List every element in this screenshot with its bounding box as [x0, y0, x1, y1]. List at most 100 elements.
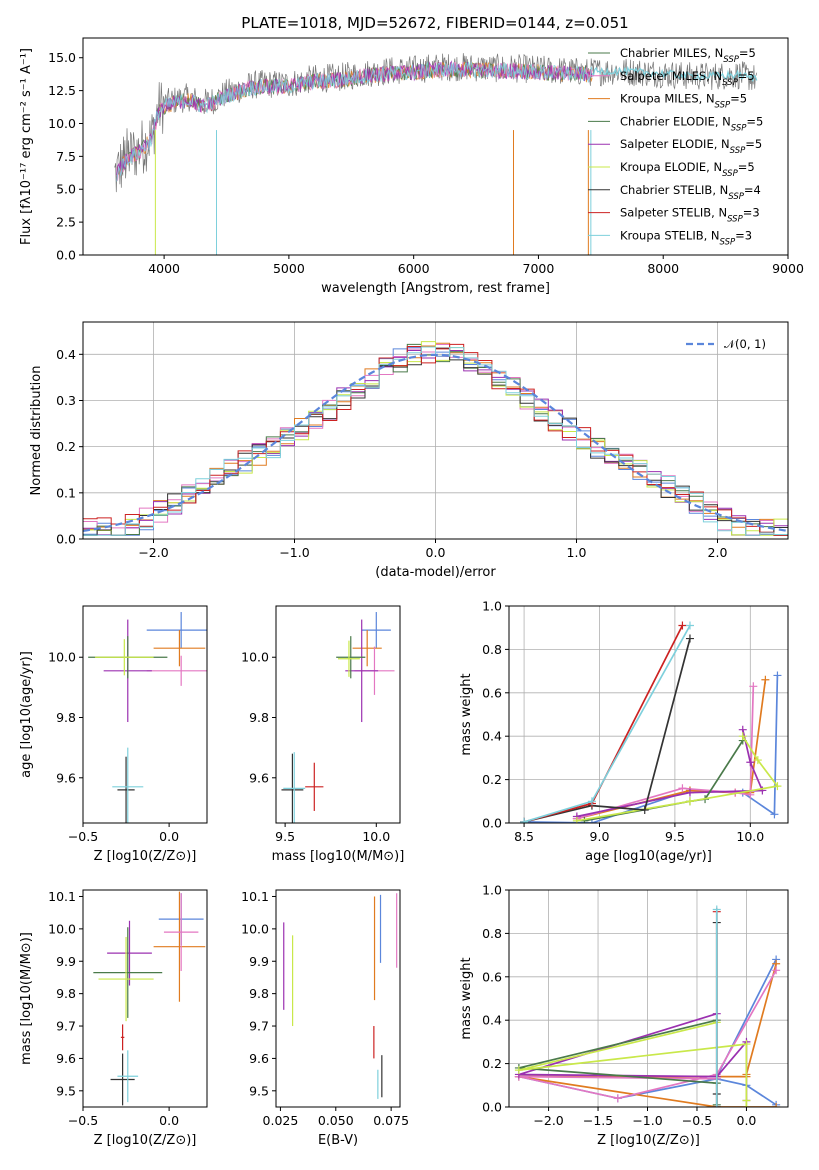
- plot-area: [93, 891, 206, 1106]
- panel-age_vs_mass: 9.5 10.0 9.6 9.8 10.0 mass [log10(M/M⊙)]: [241, 605, 404, 864]
- x-tick-label: 0.025: [263, 1113, 299, 1128]
- y-tick-label: 2.5: [56, 215, 76, 230]
- mass-weight-marker: [749, 682, 758, 691]
- mass-weight-line: [584, 740, 744, 822]
- legend-subscript: SSP: [722, 169, 738, 179]
- plot-area: [88, 612, 207, 823]
- legend-label: 𝒩(0, 1): [724, 337, 766, 351]
- legend-value: =5: [746, 114, 763, 128]
- y-tick-label: 0.0: [56, 532, 76, 547]
- y-tick-label: 9.7: [56, 1019, 76, 1034]
- x-tick-label: 9.5: [665, 829, 685, 844]
- x-tick-label: 4000: [148, 261, 180, 276]
- y-axis-label: Normed distribution: [29, 366, 44, 496]
- ticks: −2.0 −1.0 0.0 1.0 2.0 0.0 0.1 0.2 0.3 0.4: [56, 347, 727, 560]
- y-tick-label: 0.6: [482, 685, 502, 700]
- legend-subscript: SSP: [730, 146, 746, 156]
- mass-weight-marker: [742, 1040, 751, 1049]
- mass-weight-marker: [678, 621, 687, 630]
- y-tick-label: 9.8: [56, 710, 76, 725]
- y-tick-label: 0.8: [482, 926, 502, 941]
- y-tick-label: 9.9: [249, 954, 269, 969]
- x-tick-label: 0.0: [426, 545, 446, 560]
- legend-subscript: SSP: [715, 101, 731, 111]
- x-tick-label: 10.0: [736, 829, 764, 844]
- legend-subscript: SSP: [727, 215, 743, 225]
- y-tick-label: 10.0: [48, 921, 76, 936]
- axes-frame: [275, 889, 401, 1108]
- legend-subscript: SSP: [722, 78, 738, 88]
- x-tick-label: −0.5: [682, 1113, 712, 1128]
- plot-area: [283, 893, 398, 1099]
- x-tick-label: 6000: [398, 261, 430, 276]
- y-tick-label: 9.6: [56, 770, 76, 785]
- x-axis-label: (data-model)/error: [375, 565, 496, 580]
- mass-weight-marker: [580, 816, 589, 823]
- y-tick-label: 9.5: [56, 1083, 76, 1098]
- mass-weight-line: [523, 638, 691, 823]
- y-tick-label: 9.5: [249, 1083, 269, 1098]
- mass-weight-marker: [613, 1094, 622, 1103]
- legend-label: Salpeter MILES, NSSP=5: [620, 69, 755, 88]
- y-tick-label: 10.0: [241, 921, 269, 936]
- x-tick-label: 0.0: [159, 1113, 179, 1128]
- axes-frame: [508, 889, 789, 1108]
- x-tick-label: −1.0: [279, 545, 309, 560]
- mass-weight-marker: [685, 797, 694, 806]
- y-tick-label: 0.0: [482, 1100, 502, 1115]
- mass-weight-marker: [587, 819, 596, 823]
- y-tick-label: 9.8: [249, 710, 269, 725]
- ticks: 8.5 9.0 9.5 10.0 0.0 0.2 0.4 0.6 0.8 1.0: [482, 599, 764, 845]
- legend-subscript: SSP: [720, 237, 736, 247]
- y-tick-label: 10.0: [241, 650, 269, 665]
- x-axis-label: Z [log10(Z/Z⊙)]: [597, 1133, 700, 1148]
- legend-value: =5: [738, 69, 755, 83]
- x-tick-label: −2.0: [533, 1113, 563, 1128]
- y-axis-label: mass weight: [459, 957, 474, 1039]
- axes-frame: [82, 889, 208, 1108]
- plot-area: [520, 621, 782, 823]
- y-tick-label: 12.5: [48, 83, 76, 98]
- legend-value: =3: [743, 206, 760, 220]
- mass-weight-line: [576, 729, 764, 818]
- y-tick-label: 7.5: [56, 149, 76, 164]
- axes-frame: [82, 321, 789, 540]
- legend-label: Chabrier STELIB, NSSP=4: [620, 183, 761, 202]
- mass-weight-marker: [746, 790, 755, 799]
- mass-weight-marker: [772, 966, 781, 975]
- model-spectrum-line: [116, 60, 593, 176]
- mass-weight-marker: [761, 675, 770, 684]
- legend-value: =5: [738, 160, 755, 174]
- x-tick-label: 9.5: [275, 829, 295, 844]
- x-tick-label: −0.5: [68, 1113, 98, 1128]
- model-spectrum-line: [591, 65, 758, 82]
- legend-label: Salpeter STELIB, NSSP=3: [620, 206, 760, 225]
- x-tick-label: 10.0: [362, 829, 390, 844]
- y-tick-label: 9.9: [56, 954, 76, 969]
- legend-value: =5: [745, 137, 762, 151]
- panel-mass_weight_vs_age: 8.5 9.0 9.5 10.0 0.0 0.2 0.4 0.6 0.8 1.0 age [log1…: [459, 599, 789, 864]
- y-tick-label: 0.0: [56, 248, 76, 263]
- axes-frame: [82, 37, 789, 256]
- y-tick-label: 0.4: [482, 1013, 502, 1028]
- panel-mass_vs_ebv: 0.025 0.050 0.075 9.5 9.6 9.7 9.8 9.9 10.0 10.1 E(…: [241, 889, 409, 1148]
- mass-weight-marker: [712, 1103, 721, 1107]
- x-tick-label: 2.0: [708, 545, 728, 560]
- plot-area: [114, 53, 758, 255]
- x-tick-label: −0.5: [68, 829, 98, 844]
- mass-weight-marker: [514, 1066, 523, 1075]
- mass-weight-marker: [746, 758, 755, 767]
- y-tick-label: 9.8: [56, 986, 76, 1001]
- x-axis-label: Z [log10(Z/Z⊙)]: [94, 849, 197, 864]
- x-tick-label: 7000: [523, 261, 555, 276]
- panel-age_vs_Z: −0.5 0.0 9.6 9.8 10.0 Z [log10(Z/Z⊙)] age [log…: [19, 605, 208, 864]
- y-tick-label: 0.2: [482, 772, 502, 787]
- observed-spectrum-line: [114, 53, 758, 193]
- plot-area: [281, 612, 395, 823]
- normal-distribution-curve: [83, 353, 788, 532]
- x-tick-label: 5000: [273, 261, 305, 276]
- ticks: 9.5 10.0 9.6 9.8 10.0: [241, 650, 390, 844]
- legend-subscript: SSP: [728, 192, 744, 202]
- mass-weight-marker: [587, 797, 596, 806]
